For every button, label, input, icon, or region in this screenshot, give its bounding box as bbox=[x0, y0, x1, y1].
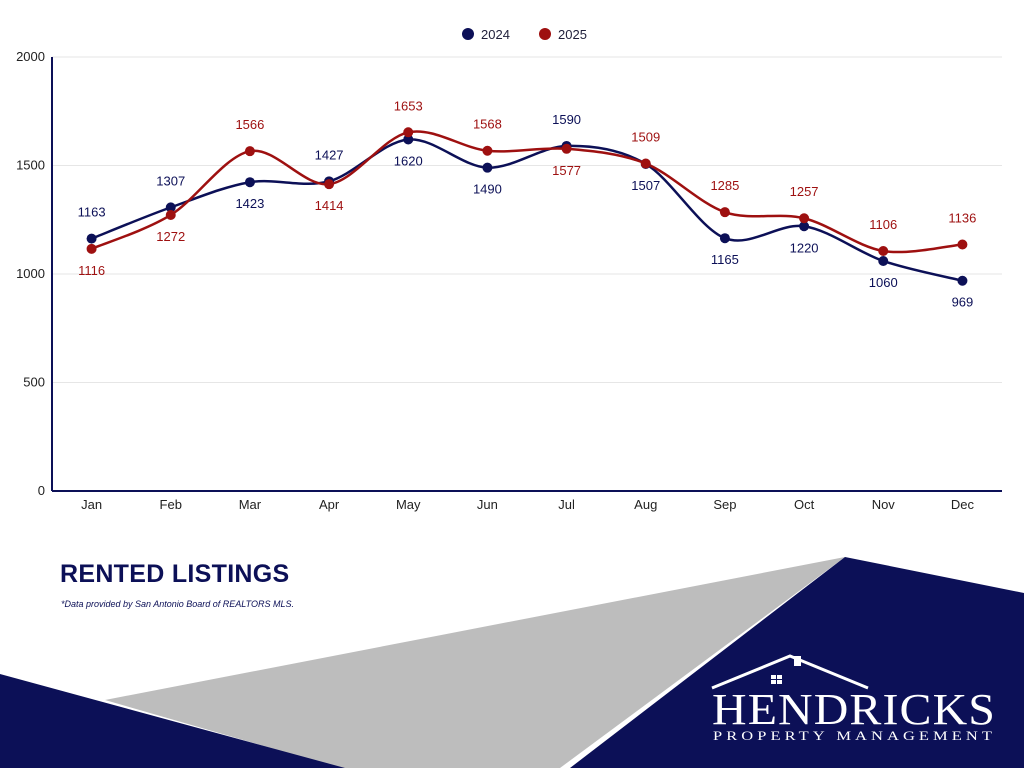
y-tick-label: 2000 bbox=[16, 49, 45, 64]
data-point-2024 bbox=[799, 221, 810, 232]
data-label-2024: 1163 bbox=[78, 205, 106, 220]
data-label-2024: 1307 bbox=[156, 173, 185, 188]
data-point-2024 bbox=[244, 177, 255, 188]
chart-title: RENTED LISTINGS bbox=[60, 560, 290, 588]
window-icon bbox=[771, 675, 782, 684]
grey-shape bbox=[105, 557, 845, 768]
data-point-2025 bbox=[482, 145, 493, 156]
x-tick-label: Oct bbox=[794, 497, 815, 512]
data-label-2024: 1165 bbox=[711, 252, 739, 267]
x-tick-label: May bbox=[396, 497, 421, 512]
data-point-2024 bbox=[482, 162, 493, 173]
x-tick-label: Jun bbox=[477, 497, 498, 512]
data-label-2025: 1136 bbox=[948, 210, 976, 225]
data-label-2025: 1568 bbox=[473, 117, 502, 132]
x-tick-label: Sep bbox=[713, 497, 736, 512]
chart-data-labels: 1163 1116 1307 1272 1423 1566 1427 1414 1620 1653… bbox=[78, 98, 977, 309]
x-tick-label: Feb bbox=[160, 497, 182, 512]
data-point-2024 bbox=[165, 202, 176, 213]
data-point-2024 bbox=[878, 255, 889, 266]
data-point-2025 bbox=[719, 207, 730, 218]
data-point-2025 bbox=[561, 143, 572, 154]
x-tick-label: Jan bbox=[81, 497, 102, 512]
y-tick-label: 0 bbox=[38, 483, 45, 498]
data-label-2025: 1285 bbox=[710, 178, 739, 193]
x-tick-label: Aug bbox=[634, 497, 657, 512]
data-label-2025: 1566 bbox=[235, 117, 264, 132]
chart-legend: 2024 2025 bbox=[462, 27, 587, 42]
data-label-2025: 1577 bbox=[552, 163, 581, 178]
brand-tagline: PROPERTY MANAGEMENT bbox=[713, 728, 996, 743]
legend-label-2025: 2025 bbox=[558, 27, 587, 42]
data-label-2024: 1423 bbox=[235, 196, 264, 211]
data-label-2025: 1106 bbox=[869, 217, 897, 232]
chart-axes bbox=[51, 57, 1002, 492]
data-label-2025: 1116 bbox=[78, 263, 105, 278]
chart-grid bbox=[52, 56, 1002, 383]
chimney-icon bbox=[794, 656, 801, 666]
x-tick-label: Jul bbox=[558, 497, 575, 512]
legend-marker-2025 bbox=[539, 28, 551, 40]
data-label-2024: 1590 bbox=[552, 112, 581, 127]
data-point-2025 bbox=[324, 179, 335, 190]
data-label-2024: 1490 bbox=[473, 182, 502, 197]
data-label-2024: 1507 bbox=[631, 178, 660, 193]
data-point-2025 bbox=[244, 146, 255, 157]
data-label-2024: 1060 bbox=[869, 275, 898, 290]
y-tick-label: 1500 bbox=[16, 158, 45, 173]
data-point-2024 bbox=[403, 134, 414, 145]
data-point-2025 bbox=[799, 213, 810, 224]
line-chart: 2024 2025 0 500 1000 1500 2000 Jan Feb Mar Apr May… bbox=[16, 27, 1002, 512]
data-label-2024: 1620 bbox=[394, 153, 423, 168]
data-label-2025: 1272 bbox=[156, 229, 185, 244]
data-label-2024: 969 bbox=[952, 295, 974, 310]
data-point-2025 bbox=[878, 245, 889, 256]
data-label-2025: 1509 bbox=[631, 130, 660, 145]
series-line-2024 bbox=[91, 138, 963, 282]
data-point-2025 bbox=[86, 243, 97, 254]
x-tick-label: Apr bbox=[319, 497, 340, 512]
data-label-2025: 1257 bbox=[790, 184, 819, 199]
series-line-2025 bbox=[91, 130, 963, 254]
data-label-2024: 1220 bbox=[790, 240, 819, 255]
x-tick-label: Nov bbox=[872, 497, 896, 512]
x-tick-label: Mar bbox=[239, 497, 262, 512]
legend-label-2024: 2024 bbox=[481, 27, 510, 42]
data-point-2024 bbox=[719, 233, 730, 244]
data-label-2025: 1414 bbox=[315, 198, 344, 213]
data-point-2025 bbox=[957, 239, 968, 250]
y-tick-label: 1000 bbox=[16, 266, 45, 281]
roof-icon bbox=[711, 654, 869, 690]
x-tick-label: Dec bbox=[951, 497, 975, 512]
data-point-2024 bbox=[86, 233, 97, 244]
data-label-2025: 1653 bbox=[394, 98, 423, 113]
data-label-2024: 1427 bbox=[315, 147, 344, 162]
brand-name: HENDRICKS bbox=[712, 685, 996, 734]
legend-marker-2024 bbox=[462, 28, 474, 40]
data-point-2025 bbox=[403, 127, 414, 138]
data-point-2025 bbox=[640, 158, 651, 169]
data-point-2024 bbox=[957, 275, 968, 286]
data-source-footnote: *Data provided by San Antonio Board of R… bbox=[61, 599, 294, 609]
data-point-2025 bbox=[165, 209, 176, 220]
brand-logo: HENDRICKS PROPERTY MANAGEMENT bbox=[711, 654, 996, 743]
chart-ticks: 0 500 1000 1500 2000 Jan Feb Mar Apr May Jun Jul Aug… bbox=[16, 49, 974, 512]
y-tick-label: 500 bbox=[23, 375, 45, 390]
chart-series bbox=[86, 127, 968, 286]
navy-shape-left bbox=[0, 674, 345, 768]
